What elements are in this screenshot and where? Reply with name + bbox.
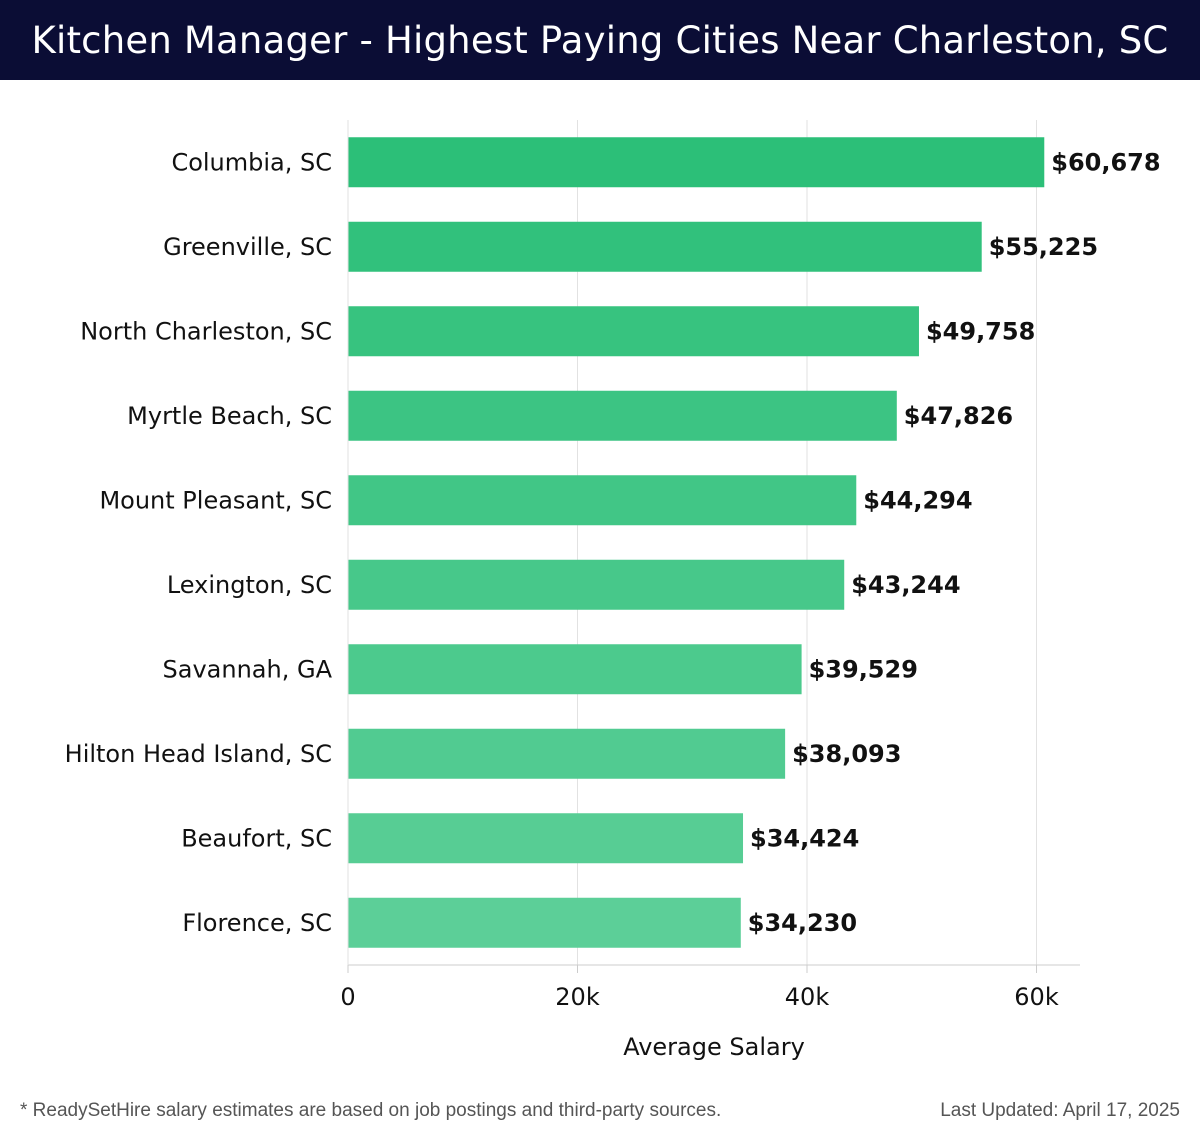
- chart-header: Kitchen Manager - Highest Paying Cities …: [0, 0, 1200, 80]
- bar: [348, 221, 982, 272]
- category-label: Hilton Head Island, SC: [65, 740, 332, 768]
- value-label: $44,294: [863, 486, 972, 514]
- x-axis: 0 20k 40k 60k: [340, 120, 1080, 1011]
- x-tick-label: 0: [340, 983, 355, 1011]
- x-axis-title: Average Salary: [623, 1033, 805, 1061]
- bars: [348, 137, 1045, 948]
- bar: [348, 475, 857, 526]
- category-label: Columbia, SC: [171, 148, 332, 176]
- value-label: $55,225: [989, 233, 1098, 261]
- x-tick-label: 60k: [1014, 983, 1059, 1011]
- bar: [348, 728, 786, 779]
- category-label: Lexington, SC: [167, 571, 332, 599]
- category-label: North Charleston, SC: [80, 317, 332, 345]
- value-label: $34,424: [750, 824, 859, 852]
- value-label: $39,529: [809, 655, 918, 683]
- last-updated: Last Updated: April 17, 2025: [940, 1100, 1180, 1121]
- bar-chart: 0 20k 40k 60k Columbia, SC Greenville, SC Nor…: [65, 120, 1161, 1061]
- value-label: $43,244: [851, 571, 960, 599]
- category-label: Greenville, SC: [163, 233, 332, 261]
- category-label: Mount Pleasant, SC: [99, 486, 332, 514]
- bar: [348, 390, 897, 441]
- category-label: Myrtle Beach, SC: [127, 402, 332, 430]
- category-label: Savannah, GA: [163, 655, 333, 683]
- bar: [348, 897, 741, 948]
- bar: [348, 644, 802, 695]
- x-tick-label: 40k: [785, 983, 830, 1011]
- chart-title: Kitchen Manager - Highest Paying Cities …: [31, 18, 1169, 62]
- bar: [348, 559, 845, 610]
- value-label: $34,230: [748, 909, 857, 937]
- category-label: Florence, SC: [182, 909, 332, 937]
- bar: [348, 306, 919, 357]
- bar: [348, 813, 744, 864]
- category-label: Beaufort, SC: [181, 824, 332, 852]
- category-labels: Columbia, SC Greenville, SC North Charlest…: [65, 148, 333, 937]
- footer-note: * ReadySetHire salary estimates are base…: [20, 1100, 722, 1121]
- x-tick-label: 20k: [555, 983, 600, 1011]
- value-label: $38,093: [792, 740, 901, 768]
- value-label: $60,678: [1051, 148, 1160, 176]
- value-label: $47,826: [904, 402, 1013, 430]
- value-labels: $60,678 $55,225 $49,758 $47,826 $44,294 $43,2…: [748, 148, 1161, 937]
- bar: [348, 137, 1045, 188]
- value-label: $49,758: [926, 317, 1035, 345]
